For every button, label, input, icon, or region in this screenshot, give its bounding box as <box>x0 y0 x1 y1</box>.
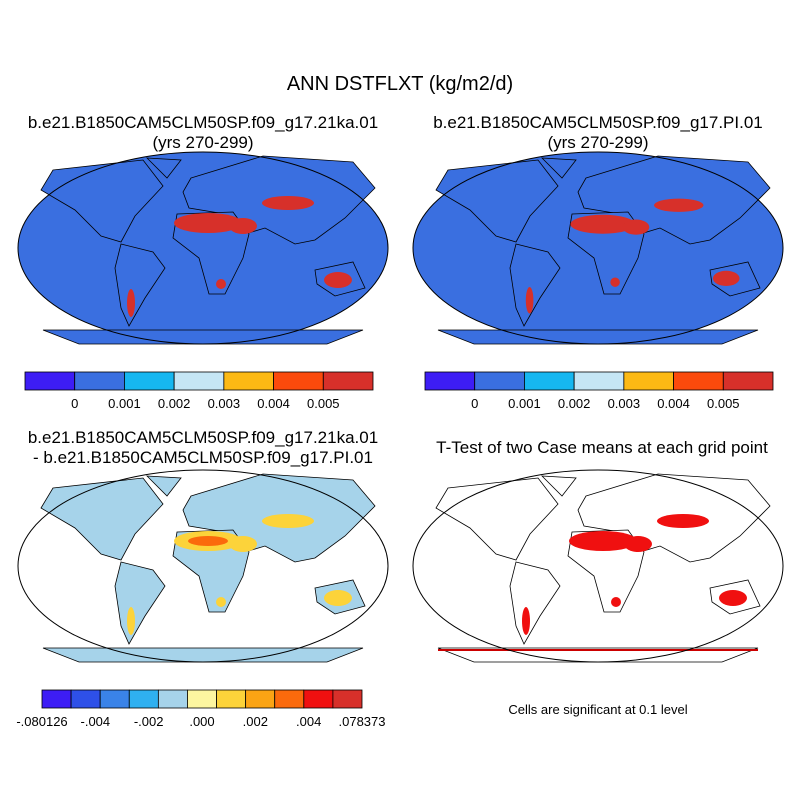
panel-title: T-Test of two Case means at each grid po… <box>436 438 768 457</box>
colorbar-label: 0 <box>471 396 478 411</box>
colorbar-box <box>573 371 625 391</box>
colorbar-box <box>322 371 374 391</box>
panel-subtitle: (yrs 270-299) <box>547 133 648 152</box>
colorbar-label: 0.004 <box>657 396 690 411</box>
colorbar-box <box>245 689 276 709</box>
colorbar-label: .002 <box>243 714 268 729</box>
map <box>17 469 389 663</box>
colorbar-label: 0.002 <box>558 396 591 411</box>
colorbar-box <box>673 371 724 391</box>
colorbar-label: -.002 <box>134 714 164 729</box>
colorbar-box <box>74 371 125 391</box>
colorbar-box <box>273 371 324 391</box>
panel-title: b.e21.B1850CAM5CLM50SP.f09_g17.PI.01 <box>433 113 763 132</box>
colorbar-box <box>173 371 225 391</box>
colorbar-label: 0 <box>71 396 78 411</box>
colorbar-box <box>216 689 247 709</box>
colorbar-box <box>99 689 130 709</box>
colorbar-label: 0.001 <box>108 396 141 411</box>
colorbar-box <box>722 371 774 391</box>
panel-title: b.e21.B1850CAM5CLM50SP.f09_g17.21ka.01 <box>28 113 378 132</box>
colorbar-label: .004 <box>296 714 321 729</box>
colorbar-label: 0.005 <box>307 396 340 411</box>
map <box>412 151 784 345</box>
colorbar-box <box>303 689 334 709</box>
colorbars: 0 0.001 0.002 0.003 0.004 0.005 0 0.001 0.002 0.0… <box>16 371 774 729</box>
colorbar-box <box>223 371 274 391</box>
colorbar-box <box>124 371 175 391</box>
figure-title: ANN DSTFLXT (kg/m2/d) <box>287 73 513 95</box>
colorbar-box <box>274 689 305 709</box>
colorbar-box <box>41 689 72 709</box>
colorbar-box <box>157 689 188 709</box>
panel-subtitle: - b.e21.B1850CAM5CLM50SP.f09_g17.PI.01 <box>33 448 373 467</box>
colorbar-box <box>24 371 76 391</box>
colorbar-label: 0.001 <box>508 396 541 411</box>
colorbar-label: 0.005 <box>707 396 740 411</box>
colorbar-box <box>187 689 217 709</box>
colorbar-label: 0.003 <box>208 396 241 411</box>
colorbar-box <box>474 371 525 391</box>
panel-note: Cells are significant at 0.1 level <box>508 702 687 717</box>
panel-subtitle: (yrs 270-299) <box>152 133 253 152</box>
colorbar-label: 0.002 <box>158 396 191 411</box>
colorbar-label: 0.003 <box>608 396 641 411</box>
map <box>412 469 784 663</box>
colorbar-box <box>623 371 674 391</box>
map <box>17 151 389 345</box>
colorbar-label: -.080126 <box>16 714 67 729</box>
colorbar-box <box>332 689 363 709</box>
colorbar-box <box>128 689 159 709</box>
panel-title: b.e21.B1850CAM5CLM50SP.f09_g17.21ka.01 <box>28 428 378 447</box>
colorbar-box <box>424 371 476 391</box>
colorbar-label: .078373 <box>339 714 386 729</box>
colorbar-box <box>70 689 101 709</box>
colorbar-label: -.004 <box>81 714 111 729</box>
colorbar-label: .000 <box>189 714 214 729</box>
colorbar-box <box>524 371 575 391</box>
colorbar-label: 0.004 <box>257 396 290 411</box>
